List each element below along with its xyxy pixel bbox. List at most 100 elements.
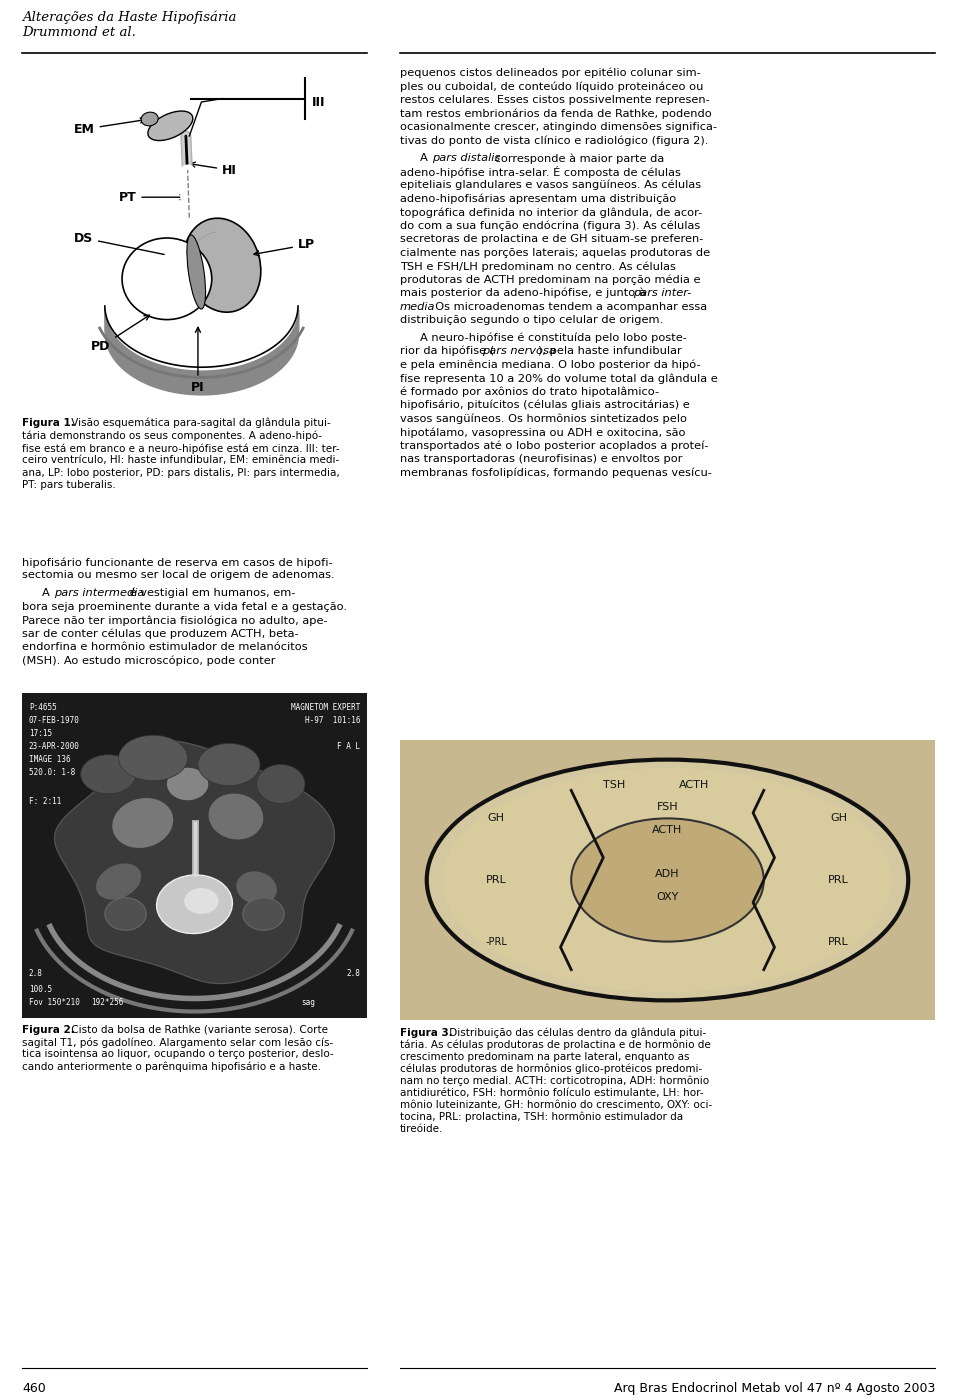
Ellipse shape (96, 864, 141, 900)
Text: 23-APR-2000: 23-APR-2000 (29, 742, 80, 750)
Text: 100.5: 100.5 (29, 986, 52, 994)
Ellipse shape (443, 769, 892, 993)
Text: tocina, PRL: prolactina, TSH: hormônio estimulador da: tocina, PRL: prolactina, TSH: hormônio e… (400, 1112, 684, 1123)
Text: e pela eminência mediana. O lobo posterior da hipó-: e pela eminência mediana. O lobo posteri… (400, 360, 701, 370)
Text: tica isointensa ao liquor, ocupando o terço posterior, deslo-: tica isointensa ao liquor, ocupando o te… (22, 1049, 334, 1058)
FancyArrowPatch shape (188, 172, 189, 214)
Text: corresponde à maior parte da: corresponde à maior parte da (491, 153, 664, 164)
Text: sectomia ou mesmo ser local de origem de adenomas.: sectomia ou mesmo ser local de origem de… (22, 571, 335, 581)
Text: é formado por axônios do trato hipotalâmico-: é formado por axônios do trato hipotalâm… (400, 386, 660, 398)
Ellipse shape (243, 897, 284, 930)
Text: hipofisário funcionante de reserva em casos de hipofi-: hipofisário funcionante de reserva em ca… (22, 557, 332, 567)
Text: 2.8: 2.8 (29, 969, 43, 977)
Text: 460: 460 (22, 1382, 46, 1394)
Text: Alterações da Haste Hipofisária: Alterações da Haste Hipofisária (22, 10, 236, 24)
Text: media: media (400, 301, 436, 312)
Text: ), pela haste infundibular: ), pela haste infundibular (538, 346, 682, 356)
Text: Drummond et al.: Drummond et al. (22, 27, 136, 39)
Text: ADH: ADH (656, 869, 680, 879)
Ellipse shape (156, 875, 232, 934)
Text: secretoras de prolactina e de GH situam-se preferen-: secretoras de prolactina e de GH situam-… (400, 234, 704, 244)
Text: hipofisário, pituícitos (células gliais astrocitárias) e: hipofisário, pituícitos (células gliais … (400, 400, 689, 410)
Ellipse shape (571, 819, 764, 942)
Ellipse shape (236, 871, 276, 904)
Text: fise representa 10 a 20% do volume total da glândula e: fise representa 10 a 20% do volume total… (400, 372, 718, 384)
Text: OXY: OXY (657, 892, 679, 902)
Text: tam restos embrionários da fenda de Rathke, podendo: tam restos embrionários da fenda de Rath… (400, 109, 711, 119)
Text: 07-FEB-1970: 07-FEB-1970 (29, 715, 80, 725)
Ellipse shape (184, 888, 219, 914)
Ellipse shape (256, 764, 305, 804)
Text: Figura 2.: Figura 2. (22, 1025, 75, 1035)
Text: A neuro-hipófise é constituída pelo lobo poste-: A neuro-hipófise é constituída pelo lobo… (420, 333, 686, 343)
Ellipse shape (148, 111, 193, 140)
Text: TSH e FSH/LH predominam no centro. As células: TSH e FSH/LH predominam no centro. As cé… (400, 260, 676, 272)
Text: ples ou cuboidal, de conteúdo líquido proteináceo ou: ples ou cuboidal, de conteúdo líquido pr… (400, 81, 704, 92)
Text: transportados até o lobo posterior acoplados a proteí-: transportados até o lobo posterior acopl… (400, 441, 708, 451)
Text: epiteliais glandulares e vasos sangüíneos. As células: epiteliais glandulares e vasos sangüíneo… (400, 181, 701, 190)
Text: restos celulares. Esses cistos possivelmente represen-: restos celulares. Esses cistos possivelm… (400, 95, 709, 105)
Text: tária demonstrando os seus componentes. A adeno-hipó-: tária demonstrando os seus componentes. … (22, 431, 323, 441)
Text: nas transportadoras (neurofisinas) e envoltos por: nas transportadoras (neurofisinas) e env… (400, 454, 683, 463)
Text: sar de conter células que produzem ACTH, beta-: sar de conter células que produzem ACTH,… (22, 629, 299, 638)
Text: células produtoras de hormônios glico-protéicos predomi-: células produtoras de hormônios glico-pr… (400, 1064, 703, 1075)
Text: ana, LP: lobo posterior, PD: pars distalis, PI: pars intermedia,: ana, LP: lobo posterior, PD: pars distal… (22, 468, 340, 477)
Text: cialmente nas porções laterais; aquelas produtoras de: cialmente nas porções laterais; aquelas … (400, 248, 710, 258)
Text: mais posterior da adeno-hipófise, e junto à: mais posterior da adeno-hipófise, e junt… (400, 288, 649, 298)
Ellipse shape (427, 760, 908, 1001)
Text: PRL: PRL (486, 875, 507, 885)
Text: mônio luteinizante, GH: hormônio do crescimento, OXY: oci-: mônio luteinizante, GH: hormônio do cres… (400, 1100, 712, 1110)
Ellipse shape (183, 218, 261, 312)
Text: ocasionalmente crescer, atingindo dimensões significa-: ocasionalmente crescer, atingindo dimens… (400, 122, 717, 132)
Text: A: A (420, 153, 431, 162)
Text: fise está em branco e a neuro-hipófise está em cinza. III: ter-: fise está em branco e a neuro-hipófise e… (22, 442, 340, 454)
Text: pequenos cistos delineados por epitélio colunar sim-: pequenos cistos delineados por epitélio … (400, 69, 701, 78)
Text: hipotálamo, vasopressina ou ADH e oxitocina, são: hipotálamo, vasopressina ou ADH e oxitoc… (400, 427, 685, 437)
Text: Visão esquemática para-sagital da glândula pitui-: Visão esquemática para-sagital da glându… (68, 419, 331, 428)
Text: ceiro ventrículo, HI: haste infundibular, EM: eminência medi-: ceiro ventrículo, HI: haste infundibular… (22, 455, 339, 465)
Text: vasos sangüíneos. Os hormônios sintetizados pelo: vasos sangüíneos. Os hormônios sintetiza… (400, 413, 687, 424)
Text: PD: PD (91, 315, 150, 353)
Text: Fov 150*210: Fov 150*210 (29, 998, 80, 1007)
Ellipse shape (112, 798, 173, 848)
Text: Cisto da bolsa de Rathke (variante serosa). Corte: Cisto da bolsa de Rathke (variante seros… (68, 1025, 328, 1035)
Text: FSH: FSH (657, 802, 679, 812)
Text: ACTH: ACTH (679, 780, 709, 790)
Text: PRL: PRL (828, 937, 849, 946)
Text: membranas fosfolipídicas, formando pequenas vesícu-: membranas fosfolipídicas, formando peque… (400, 468, 712, 477)
Text: nam no terço medial. ACTH: corticotropina, ADH: hormônio: nam no terço medial. ACTH: corticotropin… (400, 1077, 709, 1086)
Text: III: III (312, 95, 325, 109)
Text: 520.0: 1-8: 520.0: 1-8 (29, 767, 75, 777)
Ellipse shape (81, 755, 136, 794)
Text: GH: GH (830, 813, 847, 823)
Text: bora seja proeminente durante a vida fetal e a gestação.: bora seja proeminente durante a vida fet… (22, 602, 347, 612)
Text: MAGNETOM EXPERT: MAGNETOM EXPERT (291, 703, 360, 711)
Text: é vestigial em humanos, em-: é vestigial em humanos, em- (126, 588, 296, 599)
Text: (MSH). Ao estudo microscópico, pode conter: (MSH). Ao estudo microscópico, pode cont… (22, 655, 276, 666)
Text: Figura 3.: Figura 3. (400, 1028, 453, 1037)
Ellipse shape (208, 794, 263, 840)
Text: LP: LP (254, 238, 315, 256)
Text: sagital T1, pós gadolíneo. Alargamento selar com lesão cís-: sagital T1, pós gadolíneo. Alargamento s… (22, 1037, 333, 1047)
Text: produtoras de ACTH predominam na porção média e: produtoras de ACTH predominam na porção … (400, 274, 701, 286)
Text: tireóide.: tireóide. (400, 1124, 444, 1134)
Text: EM: EM (74, 118, 145, 136)
Text: adeno-hipofisárias apresentam uma distribuição: adeno-hipofisárias apresentam uma distri… (400, 193, 676, 204)
Text: Figura 1.: Figura 1. (22, 419, 75, 428)
Text: PRL: PRL (828, 875, 849, 885)
Text: endorfina e hormônio estimulador de melanócitos: endorfina e hormônio estimulador de mela… (22, 643, 307, 652)
Ellipse shape (198, 743, 260, 785)
Text: pars intermedia: pars intermedia (54, 588, 144, 598)
Text: TSH: TSH (603, 780, 625, 790)
Text: rior da hipófise (: rior da hipófise ( (400, 346, 494, 357)
Text: HI: HI (190, 162, 237, 176)
Text: 17:15: 17:15 (29, 729, 52, 738)
Text: 192*256: 192*256 (91, 998, 124, 1007)
Text: sag: sag (301, 998, 315, 1007)
Text: cando anteriormente o parênquima hipofisário e a haste.: cando anteriormente o parênquima hipofis… (22, 1061, 321, 1071)
Text: ACTH: ACTH (653, 825, 683, 834)
Text: do com a sua função endócrina (figura 3). As células: do com a sua função endócrina (figura 3)… (400, 220, 700, 231)
Text: topográfica definida no interior da glândula, de acor-: topográfica definida no interior da glân… (400, 207, 703, 217)
Text: distribuição segundo o tipo celular de origem.: distribuição segundo o tipo celular de o… (400, 315, 663, 325)
Text: F: 2:11: F: 2:11 (29, 797, 61, 806)
